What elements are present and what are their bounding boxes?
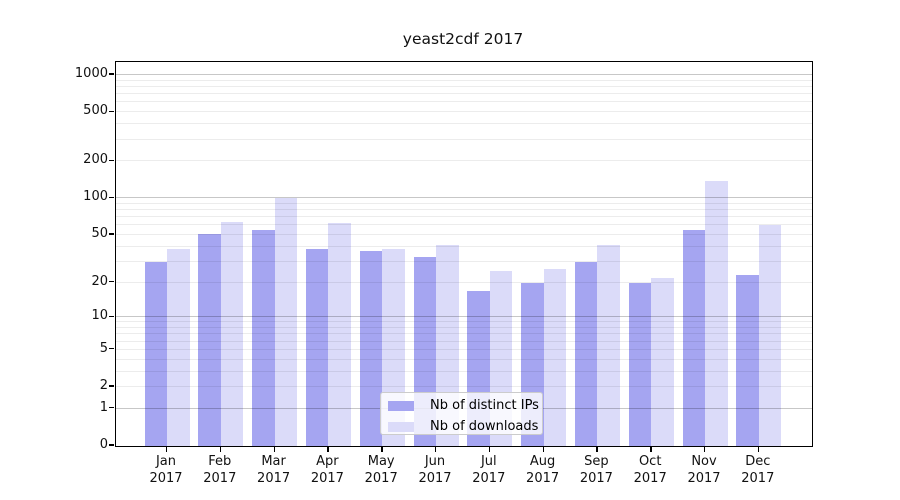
- x-tick-label-jul: Jul 2017: [457, 453, 521, 487]
- x-tick-mark: [381, 447, 383, 452]
- x-tick-label-may: May 2017: [349, 453, 413, 487]
- y-tick-label-200: 200: [83, 152, 108, 168]
- y-tick-mark: [109, 159, 114, 161]
- x-tick-label-aug: Aug 2017: [511, 453, 575, 487]
- gridline-major: [116, 74, 812, 75]
- legend-item-distinct-ips: Nb of distinct IPs: [388, 396, 542, 415]
- x-tick-label-apr: Apr 2017: [295, 453, 359, 487]
- y-tick-label-10: 10: [91, 308, 108, 324]
- x-tick-year: 2017: [579, 471, 613, 486]
- x-tick-mark: [596, 447, 598, 452]
- x-tick-year: 2017: [364, 471, 398, 486]
- x-tick-label-jun: Jun 2017: [403, 453, 467, 487]
- x-tick-year: 2017: [741, 471, 775, 486]
- bar-downloads-dec: [758, 225, 782, 446]
- x-tick-label-oct: Oct 2017: [618, 453, 682, 487]
- y-tick-label-50: 50: [91, 225, 108, 241]
- x-tick-mark: [650, 447, 652, 452]
- chart-title: yeast2cdf 2017: [402, 30, 524, 48]
- y-tick-mark: [109, 385, 114, 387]
- x-tick-label-nov: Nov 2017: [672, 453, 736, 487]
- x-tick-year: 2017: [149, 471, 183, 486]
- y-tick-mark: [109, 110, 114, 112]
- legend-swatch-distinct-ips: [388, 400, 414, 411]
- bar-downloads-sep: [597, 245, 620, 446]
- y-tick-label-0: 0: [99, 437, 108, 452]
- y-tick-mark: [109, 233, 114, 235]
- x-tick-year: 2017: [418, 471, 452, 486]
- x-tick-mark: [488, 447, 491, 452]
- x-tick-mark: [166, 447, 168, 452]
- x-tick-year: 2017: [687, 471, 721, 486]
- bar-downloads-mar: [274, 198, 298, 446]
- y-tick-mark: [109, 73, 114, 75]
- bar-distinct-ips-nov: [682, 229, 705, 446]
- bar-distinct-ips-may: [359, 250, 383, 446]
- x-tick-mark: [704, 447, 706, 452]
- y-tick-mark: [109, 407, 114, 409]
- x-tick-mark: [435, 447, 437, 452]
- gridline-minor: [116, 123, 812, 125]
- bar-downloads-nov: [705, 181, 728, 446]
- bar-downloads-oct: [651, 277, 674, 446]
- x-tick-label-feb: Feb 2017: [188, 453, 252, 487]
- y-tick-mark: [109, 444, 114, 446]
- legend-label-downloads: Nb of downloads: [430, 419, 539, 434]
- gridline-minor: [116, 79, 812, 81]
- y-tick-mark: [109, 348, 114, 350]
- x-tick-label-jan: Jan 2017: [134, 453, 198, 487]
- y-tick-label-20: 20: [91, 273, 108, 289]
- y-tick-label-500: 500: [83, 103, 108, 119]
- bar-downloads-feb: [220, 221, 244, 446]
- x-tick-year: 2017: [203, 471, 237, 486]
- bar-distinct-ips-oct: [628, 282, 652, 446]
- x-tick-mark: [542, 447, 544, 452]
- y-tick-label-100: 100: [83, 189, 108, 205]
- legend-swatch-downloads: [388, 421, 414, 432]
- gridline-minor: [116, 101, 812, 103]
- y-tick-label-1: 1: [99, 399, 108, 415]
- y-tick-mark: [109, 315, 114, 317]
- y-tick-label-1000: 1000: [74, 66, 108, 81]
- x-tick-mark: [327, 447, 329, 452]
- gridline-minor: [116, 111, 812, 113]
- gridline-minor: [116, 160, 812, 162]
- x-tick-label-dec: Dec 2017: [726, 453, 790, 487]
- gridline-minor: [116, 138, 812, 140]
- y-tick-mark: [109, 196, 114, 198]
- x-tick-year: 2017: [633, 471, 667, 486]
- bar-distinct-ips-apr: [305, 249, 329, 446]
- x-tick-label-sep: Sep 2017: [564, 453, 628, 487]
- x-tick-year: 2017: [310, 471, 344, 486]
- x-tick-year: 2017: [526, 471, 560, 486]
- legend: Nb of distinct IPs Nb of downloads: [380, 392, 543, 435]
- y-tick-mark: [109, 280, 114, 283]
- gridline-minor: [116, 86, 812, 87]
- gridline-minor: [116, 93, 812, 95]
- x-tick-mark: [273, 447, 275, 452]
- legend-label-distinct-ips: Nb of distinct IPs: [430, 398, 539, 413]
- bar-distinct-ips-feb: [198, 233, 221, 446]
- bar-downloads-apr: [328, 222, 351, 446]
- x-tick-mark: [219, 447, 222, 452]
- x-tick-year: 2017: [257, 471, 291, 486]
- x-tick-mark: [757, 447, 760, 452]
- bar-distinct-ips-mar: [252, 229, 275, 446]
- legend-item-downloads: Nb of downloads: [388, 417, 542, 436]
- x-tick-label-mar: Mar 2017: [242, 453, 306, 487]
- bar-downloads-aug: [543, 269, 567, 446]
- bar-downloads-jan: [167, 249, 190, 446]
- x-tick-year: 2017: [472, 471, 506, 486]
- y-tick-label-2: 2: [99, 378, 108, 393]
- plot-area: Nb of distinct IPs Nb of downloads: [115, 61, 813, 447]
- y-tick-label-5: 5: [99, 340, 108, 356]
- bar-distinct-ips-sep: [574, 261, 598, 446]
- bar-distinct-ips-jan: [144, 261, 167, 446]
- bar-distinct-ips-dec: [736, 275, 759, 446]
